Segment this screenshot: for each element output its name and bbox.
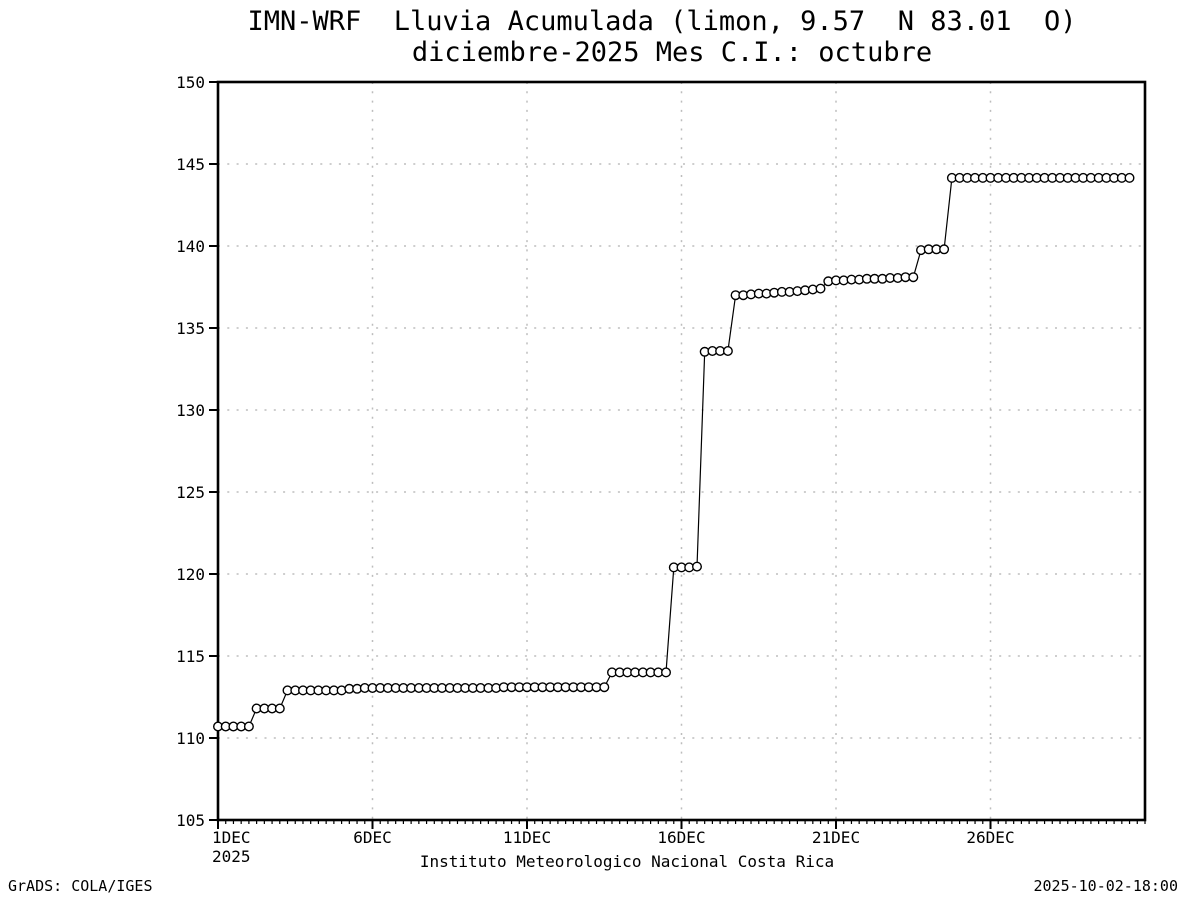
y-tick-label: 130	[176, 401, 205, 420]
y-tick-label: 150	[176, 73, 205, 92]
x-tick-label: 11DEC	[503, 828, 551, 847]
y-tick-label: 120	[176, 565, 205, 584]
series-line	[218, 177, 1130, 728]
chart-subtitle: diciembre-2025 Mes C.I.: octubre	[411, 37, 933, 68]
data-point	[243, 721, 254, 732]
plot-frame	[216, 80, 1147, 822]
run-timestamp: 2025-10-02-18:00	[1033, 877, 1179, 895]
y-tick-label: 140	[176, 237, 205, 256]
data-point	[722, 346, 733, 357]
data-point	[908, 272, 919, 283]
data-point	[274, 703, 285, 714]
x-tick-label: 16DEC	[657, 828, 705, 847]
y-tick-label: 145	[176, 155, 205, 174]
data-point	[1124, 172, 1135, 183]
x-tick-label: 1DEC	[212, 828, 251, 847]
axis-ticks	[209, 81, 1146, 829]
y-tick-label: 125	[176, 483, 205, 502]
x-tick-label: 6DEC	[353, 828, 392, 847]
data-point	[599, 682, 610, 693]
y-tick-labels: 105 110 115 120 125 130 135 140 145 150	[176, 73, 205, 830]
x-tick-label: 21DEC	[812, 828, 860, 847]
x-gridlines	[371, 82, 992, 820]
data-point	[692, 561, 703, 572]
institute-caption: Instituto Meteorologico Nacional Costa R…	[419, 852, 835, 871]
y-tick-label: 105	[176, 811, 205, 830]
chart-title: IMN-WRF Lluvia Acumulada (limon, 9.57 N …	[247, 6, 1077, 37]
series-markers	[212, 172, 1135, 732]
x-axis-year-label: 2025	[212, 847, 251, 866]
y-tick-label: 110	[176, 729, 205, 748]
data-point	[939, 244, 950, 255]
grads-credit: GrADS: COLA/IGES	[8, 877, 153, 895]
x-tick-label: 26DEC	[966, 828, 1014, 847]
y-tick-label: 135	[176, 319, 205, 338]
data-point	[815, 283, 826, 294]
y-tick-label: 115	[176, 647, 205, 666]
data-point	[661, 667, 672, 678]
